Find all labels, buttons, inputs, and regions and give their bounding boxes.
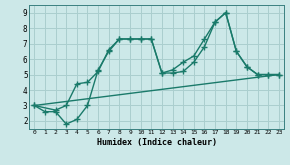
X-axis label: Humidex (Indice chaleur): Humidex (Indice chaleur) bbox=[97, 138, 217, 147]
